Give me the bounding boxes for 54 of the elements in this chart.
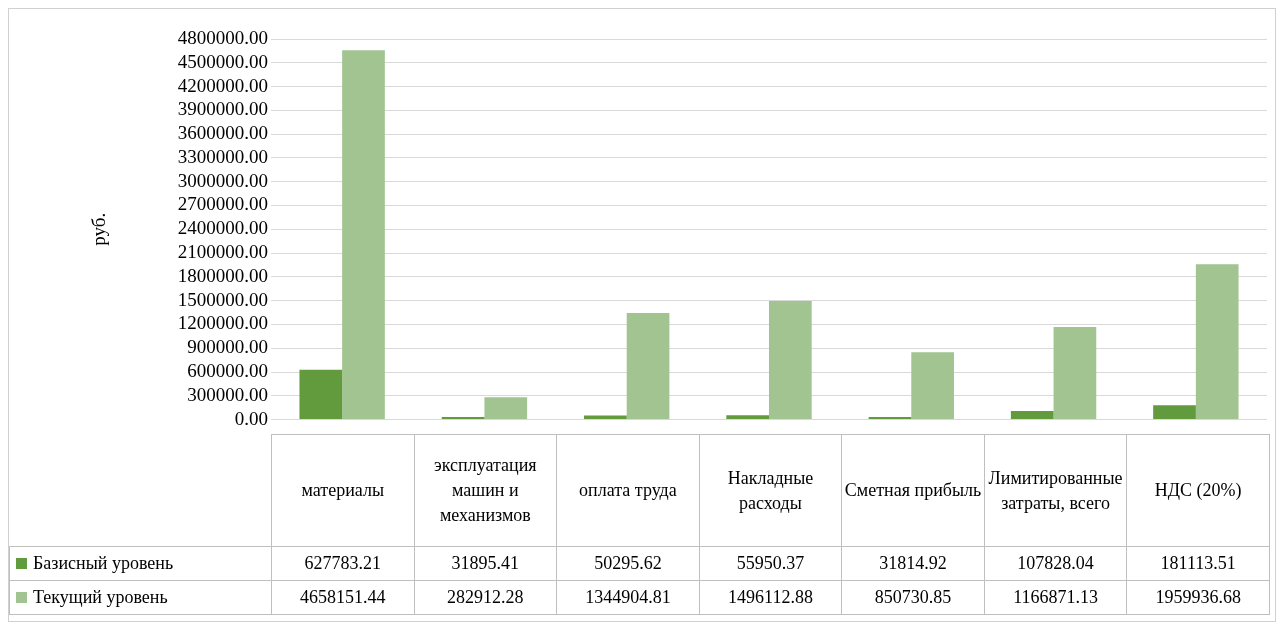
bar — [441, 417, 485, 420]
x-tick-label: эксплуатация машин и механизмов — [414, 434, 557, 547]
bar — [868, 417, 912, 420]
y-axis-title: руб. — [88, 212, 110, 246]
data-label: 107828.04 — [984, 546, 1127, 581]
y-tick-label: 3000000.00 — [177, 169, 268, 191]
y-tick-label: 0.00 — [234, 407, 268, 429]
y-tick-label: 300000.00 — [187, 383, 268, 405]
x-tick-label: оплата труда — [556, 434, 700, 547]
data-label: 55950.37 — [699, 546, 842, 581]
bar — [626, 312, 670, 420]
bar — [726, 415, 769, 420]
y-tick-label: 2400000.00 — [177, 217, 268, 239]
data-label: 50295.62 — [556, 546, 700, 581]
y-tick-label: 900000.00 — [187, 336, 268, 358]
x-tick-label: Лимитированные затраты, всего — [984, 434, 1127, 547]
data-label: 1496112.88 — [699, 580, 842, 615]
y-tick-label: 3600000.00 — [177, 122, 268, 144]
bar — [342, 50, 385, 420]
y-tick-label: 3900000.00 — [177, 98, 268, 120]
data-label: 181113.51 — [1126, 546, 1270, 581]
bar — [1153, 405, 1196, 420]
y-tick-label: 3300000.00 — [177, 145, 268, 167]
data-label: 627783.21 — [271, 546, 415, 581]
y-tick-label: 1500000.00 — [177, 288, 268, 310]
data-label: 1959936.68 — [1126, 580, 1270, 615]
data-label: 282912.28 — [414, 580, 557, 615]
bar — [484, 397, 528, 420]
x-tick-label: Накладные расходы — [699, 434, 842, 547]
y-tick-label: 4800000.00 — [177, 26, 268, 48]
y-tick-label: 4200000.00 — [177, 74, 268, 96]
legend-label: Текущий уровень — [33, 587, 168, 607]
bar — [299, 369, 343, 420]
data-label: 1344904.81 — [556, 580, 700, 615]
legend-label: Базисный уровень — [33, 553, 174, 573]
x-tick-label: Сметная прибыль — [841, 434, 985, 547]
data-label: 4658151.44 — [271, 580, 415, 615]
bar — [1195, 264, 1239, 420]
y-tick-label: 2700000.00 — [177, 193, 268, 215]
bar — [1053, 327, 1097, 420]
data-label: 31895.41 — [414, 546, 557, 581]
bar — [911, 352, 954, 420]
y-tick-label: 2100000.00 — [177, 241, 268, 263]
data-label: 31814.92 — [841, 546, 985, 581]
y-tick-label: 1200000.00 — [177, 312, 268, 334]
y-tick-label: 4500000.00 — [177, 50, 268, 72]
data-label: 850730.85 — [841, 580, 985, 615]
y-tick-label: 600000.00 — [187, 360, 268, 382]
x-tick-label: НДС (20%) — [1126, 434, 1270, 547]
bar — [1010, 411, 1054, 420]
y-tick-label: 1800000.00 — [177, 264, 268, 286]
data-label: 1166871.13 — [984, 580, 1127, 615]
x-tick-label: материалы — [271, 434, 415, 547]
bar — [769, 300, 812, 420]
